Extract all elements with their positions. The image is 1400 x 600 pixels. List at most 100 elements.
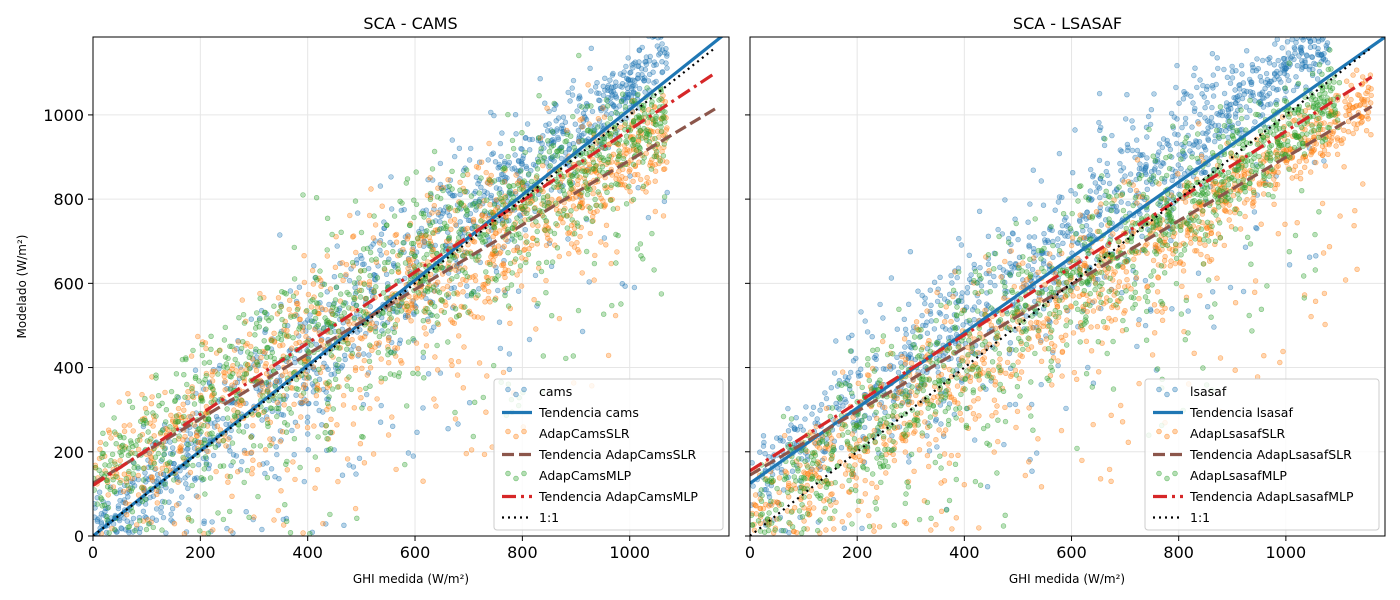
scatter-point bbox=[359, 336, 365, 342]
scatter-point bbox=[1134, 147, 1141, 154]
scatter-point bbox=[472, 223, 478, 230]
scatter-point bbox=[439, 265, 445, 271]
scatter-point bbox=[149, 464, 155, 471]
scatter-point bbox=[649, 99, 655, 105]
scatter-point bbox=[463, 205, 469, 211]
scatter-point bbox=[876, 524, 883, 530]
scatter-point bbox=[210, 527, 216, 533]
scatter-point bbox=[983, 301, 990, 307]
scatter-point bbox=[574, 168, 581, 174]
scatter-point bbox=[486, 288, 492, 295]
scatter-point bbox=[176, 448, 182, 454]
scatter-point bbox=[276, 476, 282, 482]
scatter-point bbox=[271, 330, 277, 336]
scatter-point bbox=[160, 514, 167, 521]
scatter-point bbox=[591, 260, 598, 267]
scatter-point bbox=[324, 253, 330, 259]
scatter-point bbox=[188, 518, 195, 524]
scatter-point bbox=[538, 268, 545, 275]
scatter-point bbox=[266, 317, 272, 324]
scatter-point bbox=[320, 520, 326, 527]
scatter-point bbox=[846, 374, 852, 381]
scatter-point bbox=[192, 438, 198, 444]
scatter-point bbox=[1227, 284, 1234, 291]
scatter-point bbox=[818, 401, 825, 408]
scatter-point bbox=[262, 470, 268, 477]
scatter-point bbox=[587, 65, 593, 72]
scatter-point bbox=[372, 238, 378, 244]
scatter-point bbox=[192, 375, 199, 381]
scatter-point bbox=[487, 261, 493, 268]
scatter-point bbox=[589, 144, 596, 150]
scatter-point bbox=[1151, 91, 1157, 97]
scatter-point bbox=[168, 412, 174, 418]
scatter-point bbox=[329, 321, 335, 327]
scatter-point bbox=[445, 426, 451, 432]
scatter-point bbox=[1181, 88, 1187, 95]
scatter-point bbox=[653, 153, 660, 160]
scatter-point bbox=[608, 95, 614, 101]
scatter-point bbox=[304, 307, 310, 314]
scatter-point bbox=[93, 464, 99, 471]
scatter-point bbox=[390, 305, 397, 312]
scatter-point bbox=[134, 522, 140, 528]
scatter-point bbox=[624, 147, 630, 153]
scatter-point bbox=[312, 378, 319, 384]
scatter-point bbox=[339, 472, 346, 478]
scatter-point bbox=[302, 382, 308, 388]
scatter-point bbox=[483, 269, 489, 275]
scatter-point bbox=[1326, 23, 1331, 28]
scatter-point bbox=[491, 202, 498, 208]
scatter-point bbox=[304, 425, 311, 431]
scatter-point bbox=[482, 238, 488, 245]
scatter-point bbox=[642, 59, 648, 65]
scatter-point bbox=[293, 376, 300, 383]
scatter-point bbox=[240, 339, 246, 345]
scatter-point bbox=[253, 368, 260, 374]
scatter-point bbox=[437, 219, 443, 225]
scatter-point bbox=[222, 378, 228, 384]
x-tick-label: 800 bbox=[507, 543, 538, 562]
scatter-point bbox=[1324, 26, 1329, 31]
scatter-point bbox=[1138, 152, 1144, 159]
scatter-point bbox=[1041, 237, 1048, 243]
scatter-point bbox=[1038, 178, 1045, 184]
scatter-point bbox=[158, 509, 164, 516]
scatter-point bbox=[236, 428, 242, 434]
scatter-point bbox=[902, 344, 908, 350]
scatter-point bbox=[174, 502, 180, 508]
scatter-point bbox=[125, 391, 131, 397]
scatter-point bbox=[615, 141, 621, 147]
scatter-point bbox=[866, 415, 873, 421]
scatter-point bbox=[253, 346, 259, 352]
scatter-point bbox=[524, 121, 531, 127]
scatter-point bbox=[569, 217, 575, 223]
scatter-point bbox=[324, 380, 330, 387]
scatter-point bbox=[159, 456, 166, 462]
scatter-point bbox=[1288, 55, 1294, 61]
scatter-point bbox=[586, 121, 592, 127]
scatter-point bbox=[239, 297, 246, 303]
scatter-point bbox=[283, 291, 289, 297]
scatter-point bbox=[609, 72, 616, 78]
y-tick-label: 800 bbox=[53, 190, 84, 209]
scatter-point bbox=[630, 65, 636, 71]
scatter-point bbox=[1314, 76, 1321, 82]
x-axis-label: GHI medida (W/m²) bbox=[353, 572, 469, 586]
scatter-point bbox=[360, 309, 366, 315]
scatter-point bbox=[569, 85, 575, 91]
scatter-point bbox=[414, 365, 421, 372]
scatter-point bbox=[237, 467, 244, 473]
scatter-point bbox=[189, 393, 196, 399]
scatter-point bbox=[1027, 201, 1033, 207]
scatter-point bbox=[649, 108, 655, 115]
scatter-point bbox=[1221, 90, 1228, 97]
scatter-point bbox=[529, 242, 535, 249]
scatter-point bbox=[619, 91, 626, 97]
scatter-point bbox=[232, 356, 238, 363]
scatter-point bbox=[252, 332, 258, 338]
scatter-point bbox=[1311, 28, 1316, 33]
scatter-point bbox=[399, 200, 405, 206]
scatter-point bbox=[651, 62, 657, 69]
scatter-point bbox=[287, 297, 293, 303]
